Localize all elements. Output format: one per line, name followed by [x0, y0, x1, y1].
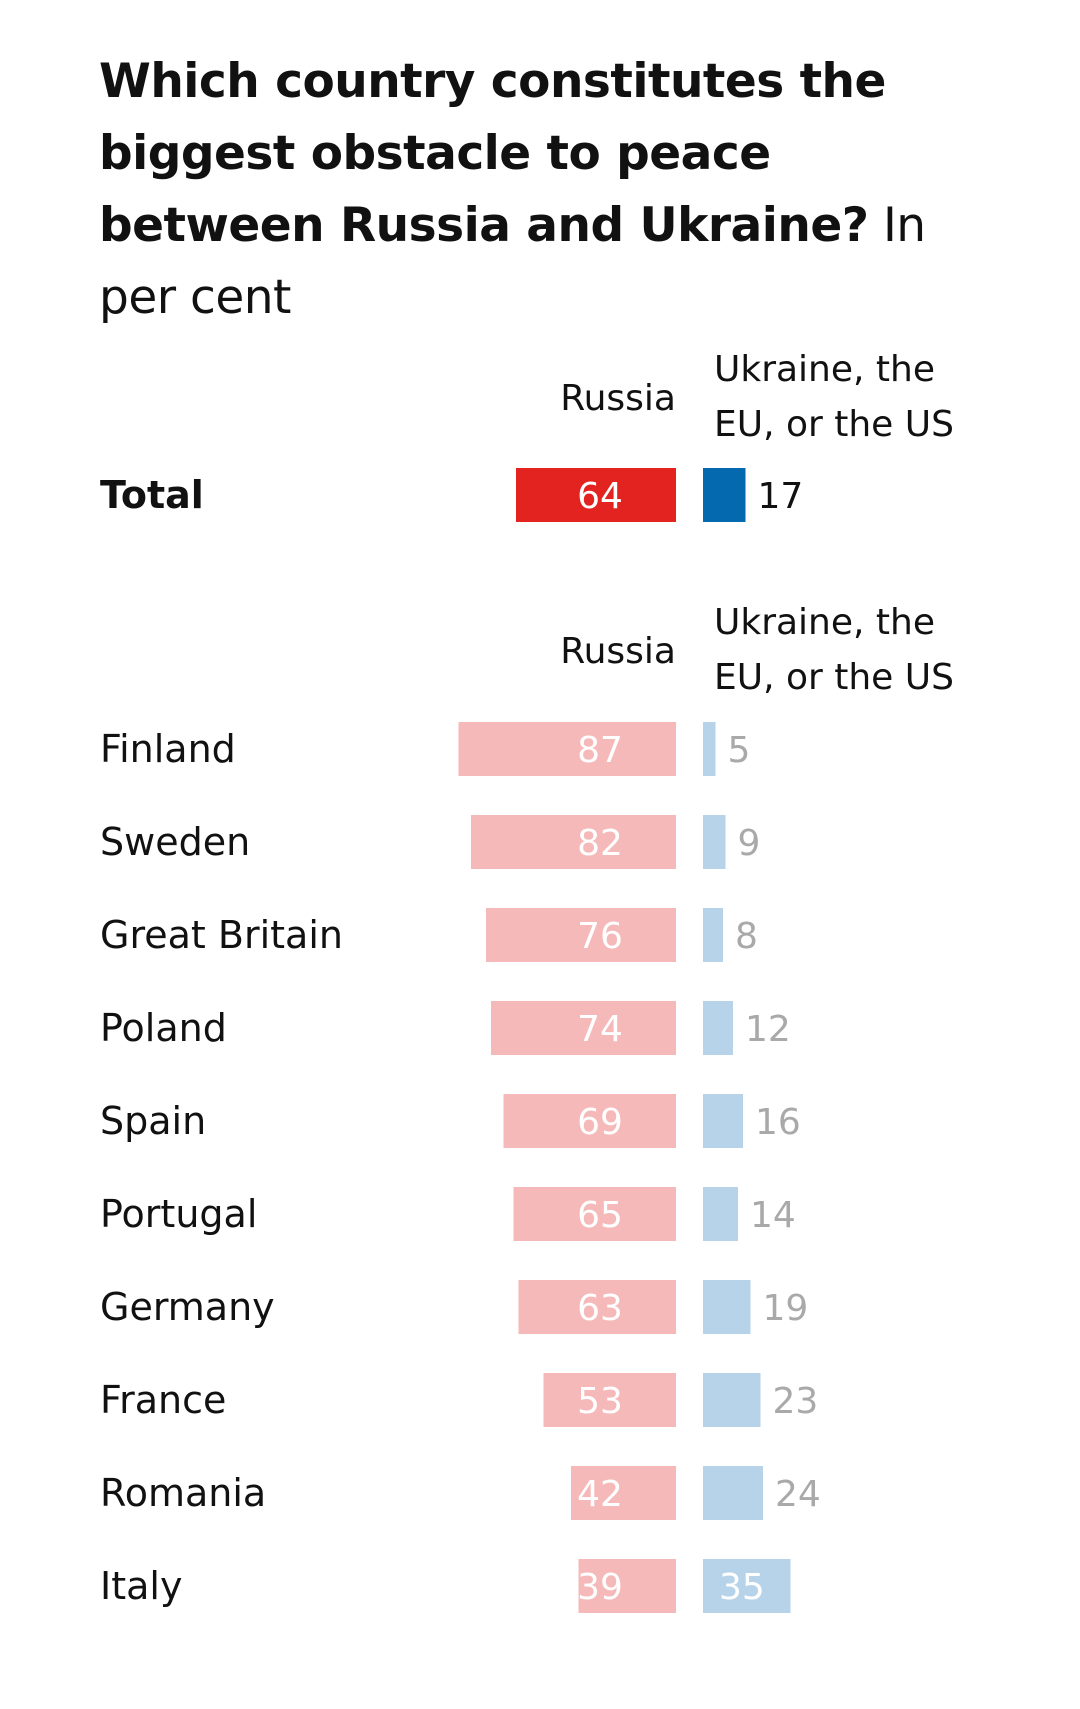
row-4-russia-bar — [503, 1094, 676, 1148]
total-header-other-line1: Ukraine, the — [714, 349, 935, 390]
chart-title: Which country constitutes the biggest ob… — [99, 46, 999, 334]
row-4-russia-value: 69 — [577, 1102, 623, 1143]
row-2-category-label: Great Britain — [100, 913, 343, 957]
row-3-other-value: 12 — [745, 1009, 791, 1050]
row-9-russia-bar — [578, 1559, 676, 1613]
row-6-russia-bar — [518, 1280, 676, 1334]
row-6-other-value: 19 — [763, 1288, 809, 1329]
row-6-other-bar — [703, 1280, 751, 1334]
row-1-russia-value: 82 — [577, 823, 623, 864]
row-4-category-label: Spain — [100, 1099, 206, 1143]
row-7-category-label: France — [100, 1378, 226, 1422]
countries-header-other-line2: EU, or the US — [714, 657, 954, 698]
total-russia-bar — [516, 468, 676, 522]
row-3-other-bar — [703, 1001, 733, 1055]
row-8-russia-bar — [571, 1466, 676, 1520]
row-9-other-value: 35 — [719, 1567, 765, 1608]
row-4-other-bar — [703, 1094, 743, 1148]
row-6-russia-value: 63 — [577, 1288, 623, 1329]
total-header-russia: Russia — [560, 378, 676, 419]
total-header-other-line2: EU, or the US — [714, 404, 954, 445]
row-7-russia-value: 53 — [577, 1381, 623, 1422]
row-5-russia-bar — [513, 1187, 676, 1241]
row-2-russia-value: 76 — [577, 916, 623, 957]
row-3-category-label: Poland — [100, 1006, 227, 1050]
total-other-bar — [703, 468, 746, 522]
row-0-other-value: 5 — [728, 730, 751, 771]
row-5-category-label: Portugal — [100, 1192, 257, 1236]
row-3-russia-bar — [491, 1001, 676, 1055]
row-1-category-label: Sweden — [100, 820, 250, 864]
row-4-other-value: 16 — [755, 1102, 801, 1143]
row-1-other-value: 9 — [738, 823, 761, 864]
row-1-russia-bar — [471, 815, 676, 869]
row-5-other-value: 14 — [750, 1195, 796, 1236]
row-2-russia-bar — [486, 908, 676, 962]
row-8-other-value: 24 — [775, 1474, 821, 1515]
row-0-other-bar — [703, 722, 716, 776]
row-7-other-value: 23 — [773, 1381, 819, 1422]
total-category-label: Total — [100, 473, 204, 517]
row-5-russia-value: 65 — [577, 1195, 623, 1236]
row-7-other-bar — [703, 1373, 761, 1427]
row-0-russia-bar — [458, 722, 676, 776]
total-russia-value: 64 — [577, 476, 623, 517]
row-9-other-bar — [703, 1559, 791, 1613]
row-5-other-bar — [703, 1187, 738, 1241]
chart-unit-text: In per cent — [99, 198, 926, 325]
row-8-other-bar — [703, 1466, 763, 1520]
chart-title-text: Which country constitutes the biggest ob… — [99, 54, 886, 253]
row-2-other-value: 8 — [735, 916, 758, 957]
row-0-russia-value: 87 — [577, 730, 623, 771]
row-9-category-label: Italy — [100, 1564, 182, 1608]
row-6-category-label: Germany — [100, 1285, 275, 1329]
row-3-russia-value: 74 — [577, 1009, 623, 1050]
row-9-russia-value: 39 — [577, 1567, 623, 1608]
row-7-russia-bar — [543, 1373, 676, 1427]
total-other-value: 17 — [758, 476, 804, 517]
row-0-category-label: Finland — [100, 727, 236, 771]
countries-header-other-line1: Ukraine, the — [714, 602, 935, 643]
row-8-russia-value: 42 — [577, 1474, 623, 1515]
row-1-other-bar — [703, 815, 726, 869]
countries-header-russia: Russia — [560, 631, 676, 672]
row-8-category-label: Romania — [100, 1471, 266, 1515]
row-2-other-bar — [703, 908, 723, 962]
